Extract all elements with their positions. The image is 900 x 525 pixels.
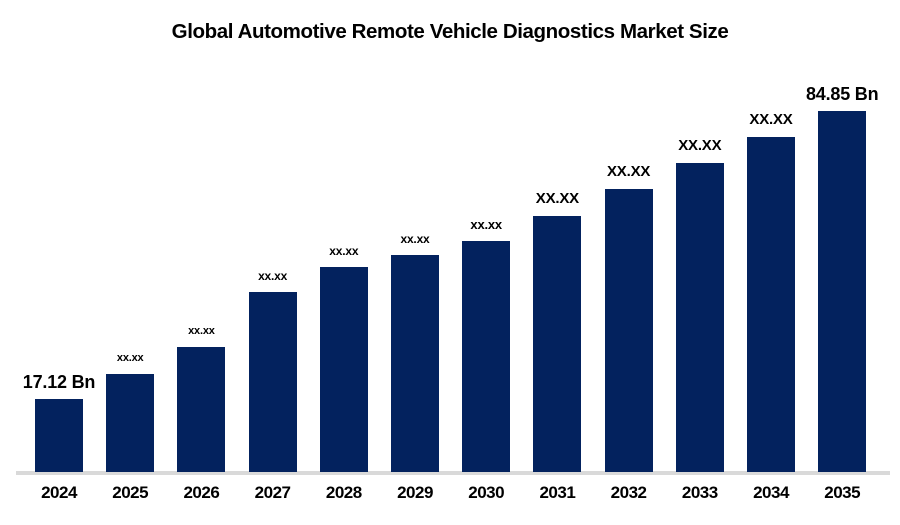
bar-2028: [319, 267, 368, 472]
x-tick-2027: 2027: [254, 483, 291, 502]
x-tick-2033: 2033: [681, 483, 718, 502]
bar-value-label-2031: XX.XX: [535, 190, 579, 207]
x-tick-2028: 2028: [325, 483, 362, 502]
bar-value-label-2030: xx.xx: [470, 217, 502, 232]
x-tick-2035: 2035: [824, 483, 861, 502]
x-tick-2031: 2031: [539, 483, 576, 502]
bar-2031: [533, 216, 582, 472]
bar-value-label-2026: xx.xx: [188, 325, 215, 337]
bar-2030: [462, 241, 511, 472]
bar-2024: [35, 399, 83, 472]
x-tick-2026: 2026: [183, 483, 220, 502]
x-tick-2032: 2032: [610, 483, 647, 502]
bar-value-label-2034: XX.XX: [749, 111, 793, 128]
bar-2029: [391, 255, 439, 472]
x-tick-2030: 2030: [468, 483, 505, 502]
x-tick-2029: 2029: [397, 483, 433, 502]
bar-value-label-2029: xx.xx: [400, 232, 430, 246]
bar-2032: [604, 189, 653, 472]
x-tick-2025: 2025: [112, 483, 149, 502]
x-tick-2024: 2024: [41, 483, 77, 502]
bar-value-label-2028: xx.xx: [329, 244, 359, 258]
bar-value-label-2035: 84.85 Bn: [805, 84, 879, 104]
bar-value-label-2032: XX.XX: [607, 163, 651, 180]
bar-value-label-2033: XX.XX: [678, 137, 722, 154]
bar-value-label-2024: 17.12 Bn: [22, 372, 96, 392]
bar-2027: [248, 292, 297, 472]
bar-2026: [177, 347, 226, 472]
bar-2034: [747, 137, 795, 472]
chart-title: Global Automotive Remote Vehicle Diagnos…: [171, 20, 729, 43]
bar-2025: [106, 374, 155, 472]
bar-value-label-2025: xx.xx: [116, 352, 144, 364]
bar-2035: [818, 111, 867, 472]
x-axis-line: [16, 471, 890, 475]
bar-value-label-2027: xx.xx: [258, 269, 288, 283]
bar-2033: [675, 163, 724, 472]
x-tick-2034: 2034: [753, 483, 789, 502]
